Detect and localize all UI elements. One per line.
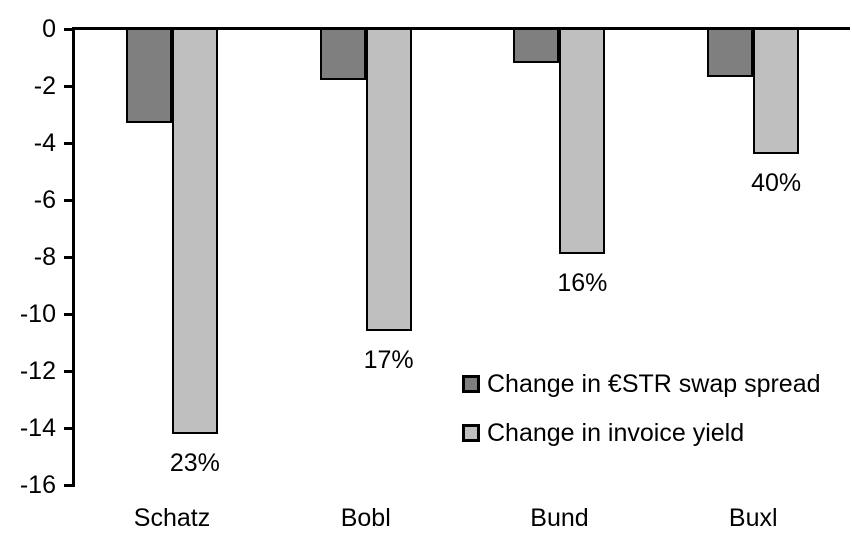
bar-invoice-yield-schatz xyxy=(171,29,218,434)
bar-invoice-yield-bund xyxy=(559,29,606,255)
y-axis-tick-label: -16 xyxy=(19,471,56,499)
y-axis-tick-label: -4 xyxy=(33,129,56,157)
y-axis-tick xyxy=(64,312,75,316)
y-axis-tick-label: -2 xyxy=(33,72,56,100)
data-label-schatz: 23% xyxy=(169,448,220,477)
data-label-buxl: 40% xyxy=(751,169,802,198)
bar-invoice-yield-buxl xyxy=(753,29,800,155)
data-label-bund: 16% xyxy=(557,269,608,298)
legend-swatch-swap-spread xyxy=(462,375,480,393)
x-axis-category-label-bobl: Bobl xyxy=(340,504,391,532)
y-axis-tick-label: -14 xyxy=(19,414,56,442)
y-axis-tick-label: 0 xyxy=(42,15,56,43)
y-axis-tick-label: -12 xyxy=(19,357,56,385)
x-axis-category-label-schatz: Schatz xyxy=(133,504,211,532)
x-axis-category-label-bund: Bund xyxy=(530,504,589,532)
y-axis-tick-label: -6 xyxy=(33,186,56,214)
bar-swap-spread-buxl xyxy=(707,29,754,78)
y-axis-tick xyxy=(64,369,75,373)
bar-swap-spread-schatz xyxy=(125,29,172,124)
legend-item-invoice-yield: Change in invoice yield xyxy=(462,419,821,447)
y-axis-tick xyxy=(64,483,75,487)
legend-label-swap-spread: Change in €STR swap spread xyxy=(487,370,821,398)
y-axis-tick xyxy=(64,198,75,202)
y-axis-tick xyxy=(64,27,75,31)
y-axis-tick xyxy=(64,255,75,259)
legend-item-swap-spread: Change in €STR swap spread xyxy=(462,370,821,398)
legend-label-invoice-yield: Change in invoice yield xyxy=(487,419,745,447)
y-axis-tick-label: -8 xyxy=(33,243,56,271)
y-axis-tick xyxy=(64,426,75,430)
plot-area: 23% 17% 16% 40% xyxy=(75,29,850,485)
x-axis-category-label-buxl: Buxl xyxy=(728,504,778,532)
y-axis-tick xyxy=(64,84,75,88)
bar-swap-spread-bobl xyxy=(319,29,366,81)
legend: Change in €STR swap spread Change in inv… xyxy=(462,370,821,447)
bar-swap-spread-bund xyxy=(513,29,560,64)
data-label-bobl: 17% xyxy=(363,346,414,375)
y-axis-tick xyxy=(64,141,75,145)
legend-swatch-invoice-yield xyxy=(462,424,480,442)
bar-invoice-yield-bobl xyxy=(365,29,412,332)
y-axis-tick-label: -10 xyxy=(19,300,56,328)
x-axis-zero-line xyxy=(75,27,850,30)
